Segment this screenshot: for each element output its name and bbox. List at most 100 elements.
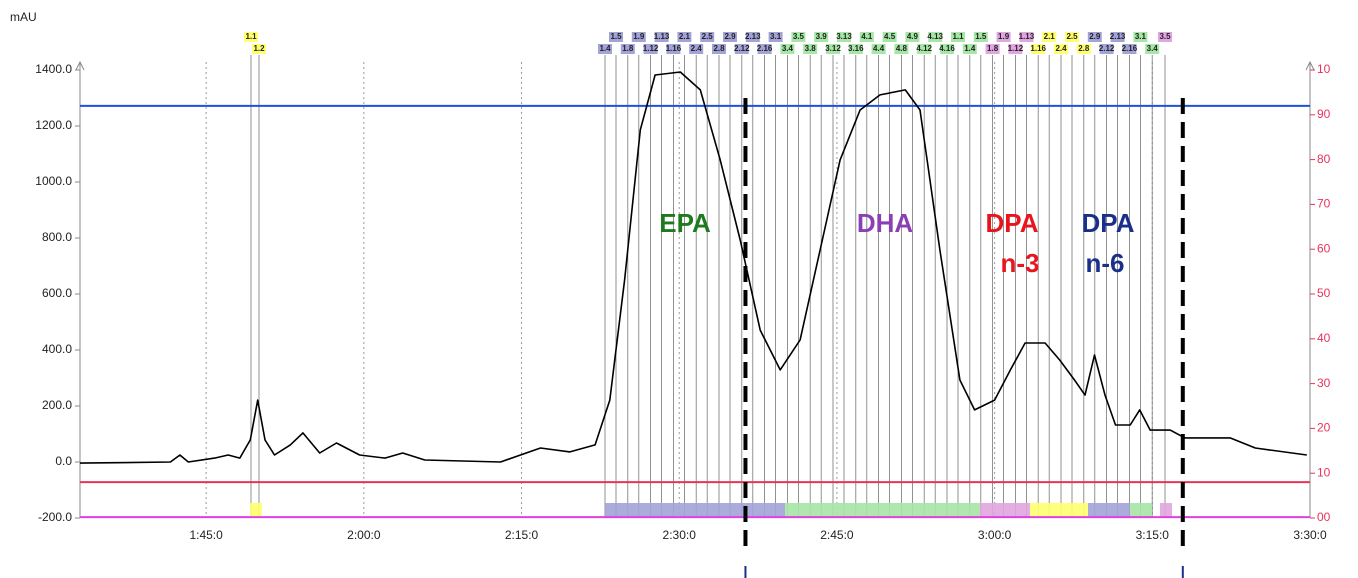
fraction-label-bg — [1145, 44, 1160, 54]
fraction-label-bg — [826, 44, 840, 54]
x-tick-label: 3:30:0 — [1293, 528, 1327, 542]
y2-tick-label: 10 — [1317, 62, 1331, 76]
fraction-label-bg — [1054, 44, 1068, 54]
fraction-label-bg — [1122, 44, 1137, 54]
fraction-label-bg — [780, 44, 795, 54]
fraction-label: 3.4 — [1147, 44, 1159, 53]
fraction-label-bg — [928, 32, 943, 42]
fraction-label: 1.9 — [633, 32, 645, 41]
x-tick-label: 2:45:0 — [820, 528, 854, 542]
y2-tick-label: 30 — [1317, 376, 1331, 390]
fraction-label-bg — [734, 44, 749, 54]
fraction-label-bg — [1065, 32, 1079, 42]
fraction-label: 1.12 — [643, 44, 659, 53]
fraction-label-bg — [1076, 44, 1091, 54]
curve-layer — [79, 71, 1307, 464]
fraction-label: 2.9 — [724, 32, 736, 41]
fraction-label: 2.8 — [1078, 44, 1090, 53]
fraction-label-bg — [940, 44, 954, 54]
fraction-label: 3.1 — [1135, 32, 1147, 41]
fraction-label: 3.8 — [805, 44, 817, 53]
annotation: EPA — [659, 208, 711, 238]
fraction-label-bg — [643, 44, 658, 54]
y-tick-label: 1400.0 — [35, 62, 72, 76]
fraction-label: 2.4 — [1055, 44, 1067, 53]
fraction-label-bg — [654, 32, 669, 42]
x-tick-label: 1:45:0 — [189, 528, 223, 542]
fraction-label: 4.16 — [939, 44, 955, 53]
fraction-label: 2.5 — [702, 32, 714, 41]
fraction-label: 1.8 — [987, 44, 999, 53]
fraction-label: 2.1 — [1044, 32, 1056, 41]
fraction-label: 2.16 — [757, 44, 773, 53]
fraction-label: 1.2 — [253, 44, 265, 53]
fraction-label: 2.12 — [734, 44, 750, 53]
fraction-label-bg — [723, 32, 737, 42]
fraction-label-bg — [757, 44, 772, 54]
fraction-label-bg — [803, 44, 818, 54]
fraction-label-bg — [1110, 32, 1125, 42]
fraction-label-bg — [1031, 44, 1046, 54]
fraction-label-bg — [996, 32, 1011, 42]
fraction-label: 2.1 — [679, 32, 691, 41]
fraction-label-bg — [666, 44, 681, 54]
y-tick-label: 0.0 — [55, 454, 72, 468]
fraction-label: 1.13 — [654, 32, 670, 41]
annotation: DPA — [1082, 208, 1135, 238]
fraction-label-bg — [252, 44, 266, 54]
axis-arrow — [75, 60, 85, 71]
collection-strip — [980, 503, 1030, 517]
fraction-label: 4.9 — [907, 32, 919, 41]
fraction-label-bg — [677, 32, 692, 42]
collection-strip — [1030, 503, 1088, 517]
y-tick-label: -200.0 — [38, 510, 72, 524]
fraction-label-bg — [894, 44, 909, 54]
annotation: n-3 — [1001, 248, 1040, 278]
fraction-label: 2.16 — [1122, 44, 1138, 53]
fraction-label: 3.9 — [816, 32, 828, 41]
collection-strip — [1130, 503, 1152, 517]
fraction-label-bg — [1158, 32, 1172, 42]
fraction-label-bg — [962, 44, 977, 54]
fraction-label-bg — [768, 32, 783, 42]
fraction-label: 1.1 — [952, 32, 964, 41]
y2-tick-label: 20 — [1317, 421, 1331, 435]
y2-tick-label: 60 — [1317, 241, 1331, 255]
fraction-label-bg — [244, 32, 258, 42]
fraction-label-bg — [791, 32, 806, 42]
fraction-label: 1.8 — [622, 44, 634, 53]
collection-strip — [785, 503, 980, 517]
fraction-label-bg — [837, 32, 851, 42]
fraction-label-bg — [848, 44, 863, 54]
fraction-label: 3.5 — [1159, 32, 1171, 41]
ref-layer — [80, 104, 1310, 519]
fraction-label-bg — [1133, 32, 1148, 42]
collection-strip — [250, 503, 262, 517]
fraction-label-bg — [814, 32, 829, 42]
axis-arrow — [1305, 60, 1315, 71]
fraction-label: 3.13 — [836, 32, 852, 41]
fraction-label-bg — [609, 32, 623, 42]
fraction-label: 3.12 — [825, 44, 841, 53]
fraction-label-bg — [1099, 44, 1114, 54]
fraction-label: 1.16 — [1030, 44, 1046, 53]
fraction-label-bg — [882, 32, 897, 42]
fraction-label: 2.13 — [745, 32, 761, 41]
fraction-label: 4.1 — [861, 32, 873, 41]
fraction-label-bg — [712, 44, 726, 54]
x-tick-label: 2:15:0 — [505, 528, 539, 542]
fraction-label-bg — [1008, 44, 1023, 54]
fraction-label-bg — [951, 32, 965, 42]
fraction-label: 1.12 — [1008, 44, 1024, 53]
fraction-label-bg — [700, 32, 715, 42]
fraction-label-bg — [1019, 32, 1034, 42]
fraction-label-bg — [689, 44, 704, 54]
x-tick-label: 3:15:0 — [1136, 528, 1170, 542]
fraction-label: 4.13 — [927, 32, 943, 41]
fraction-label: 3.4 — [782, 44, 794, 53]
fraction-label-bg — [745, 32, 760, 42]
collection-strip — [1160, 503, 1172, 517]
fraction-label-bg — [620, 44, 635, 54]
fraction-label: 1.5 — [610, 32, 622, 41]
